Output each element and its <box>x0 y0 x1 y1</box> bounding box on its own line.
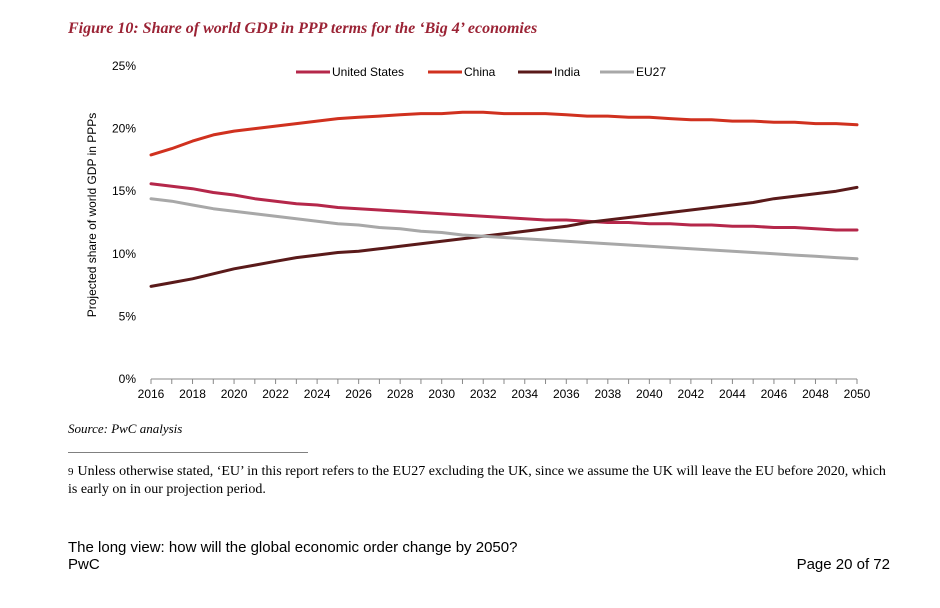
x-axis: 2016 2018 2020 2022 2024 2026 2028 2030 2032 2034… <box>138 378 871 401</box>
legend-label-china: China <box>464 65 496 79</box>
series-line-united-states <box>149 182 859 232</box>
y-tick-label: 25% <box>112 59 136 73</box>
x-tick-label: 2018 <box>179 387 206 401</box>
footnote-divider <box>68 452 308 453</box>
legend-label-united-states: United States <box>332 65 404 79</box>
x-tick-label: 2046 <box>761 387 788 401</box>
x-tick-label: 2016 <box>138 387 165 401</box>
y-tick-label: 0% <box>119 372 137 386</box>
y-tick-label: 15% <box>112 184 136 198</box>
legend: United States China India EU27 <box>296 65 666 79</box>
x-tick-label: 2044 <box>719 387 746 401</box>
x-tick-label: 2042 <box>678 387 705 401</box>
source-note: Source: PwC analysis <box>68 421 183 436</box>
series-line-china <box>149 110 859 157</box>
y-tick-label: 5% <box>119 309 137 323</box>
footnote: 9 Unless otherwise stated, ‘EU’ in this r… <box>68 463 898 499</box>
legend-label-india: India <box>554 65 580 79</box>
x-tick-label: 2036 <box>553 387 580 401</box>
page-number: Page 20 of 72 <box>796 556 890 573</box>
footnote-text: Unless otherwise stated, ‘EU’ in this re… <box>68 464 886 497</box>
series-lines <box>149 110 859 288</box>
x-tick-label: 2048 <box>802 387 829 401</box>
series-line-india <box>149 185 859 288</box>
x-tick-label: 2038 <box>594 387 621 401</box>
x-tick-label: 2030 <box>428 387 455 401</box>
x-tick-label: 2028 <box>387 387 414 401</box>
figure-title: Figure 10: Share of world GDP in PPP ter… <box>68 20 538 37</box>
x-tick-label: 2050 <box>844 387 871 401</box>
y-tick-label: 20% <box>112 122 136 136</box>
series-line-eu27 <box>149 197 859 261</box>
x-tick-label: 2040 <box>636 387 663 401</box>
y-tick-label: 10% <box>112 247 136 261</box>
y-tick-labels: 0% 5% 10% 15% 20% 25% <box>112 59 136 386</box>
y-axis-label: Projected share of world GDP in PPPs <box>85 113 99 318</box>
x-tick-label: 2024 <box>304 387 331 401</box>
x-tick-label: 2020 <box>221 387 248 401</box>
footnote-number: 9 <box>68 466 74 478</box>
x-tick-label: 2034 <box>511 387 538 401</box>
line-chart: Projected share of world GDP in PPPs 0% 5… <box>85 59 871 401</box>
footer-organization: PwC <box>68 556 100 573</box>
x-tick-label: 2032 <box>470 387 497 401</box>
x-tick-label: 2026 <box>345 387 372 401</box>
footer-report-title: The long view: how will the global econo… <box>68 539 518 556</box>
legend-label-eu27: EU27 <box>636 65 666 79</box>
x-tick-label: 2022 <box>262 387 289 401</box>
